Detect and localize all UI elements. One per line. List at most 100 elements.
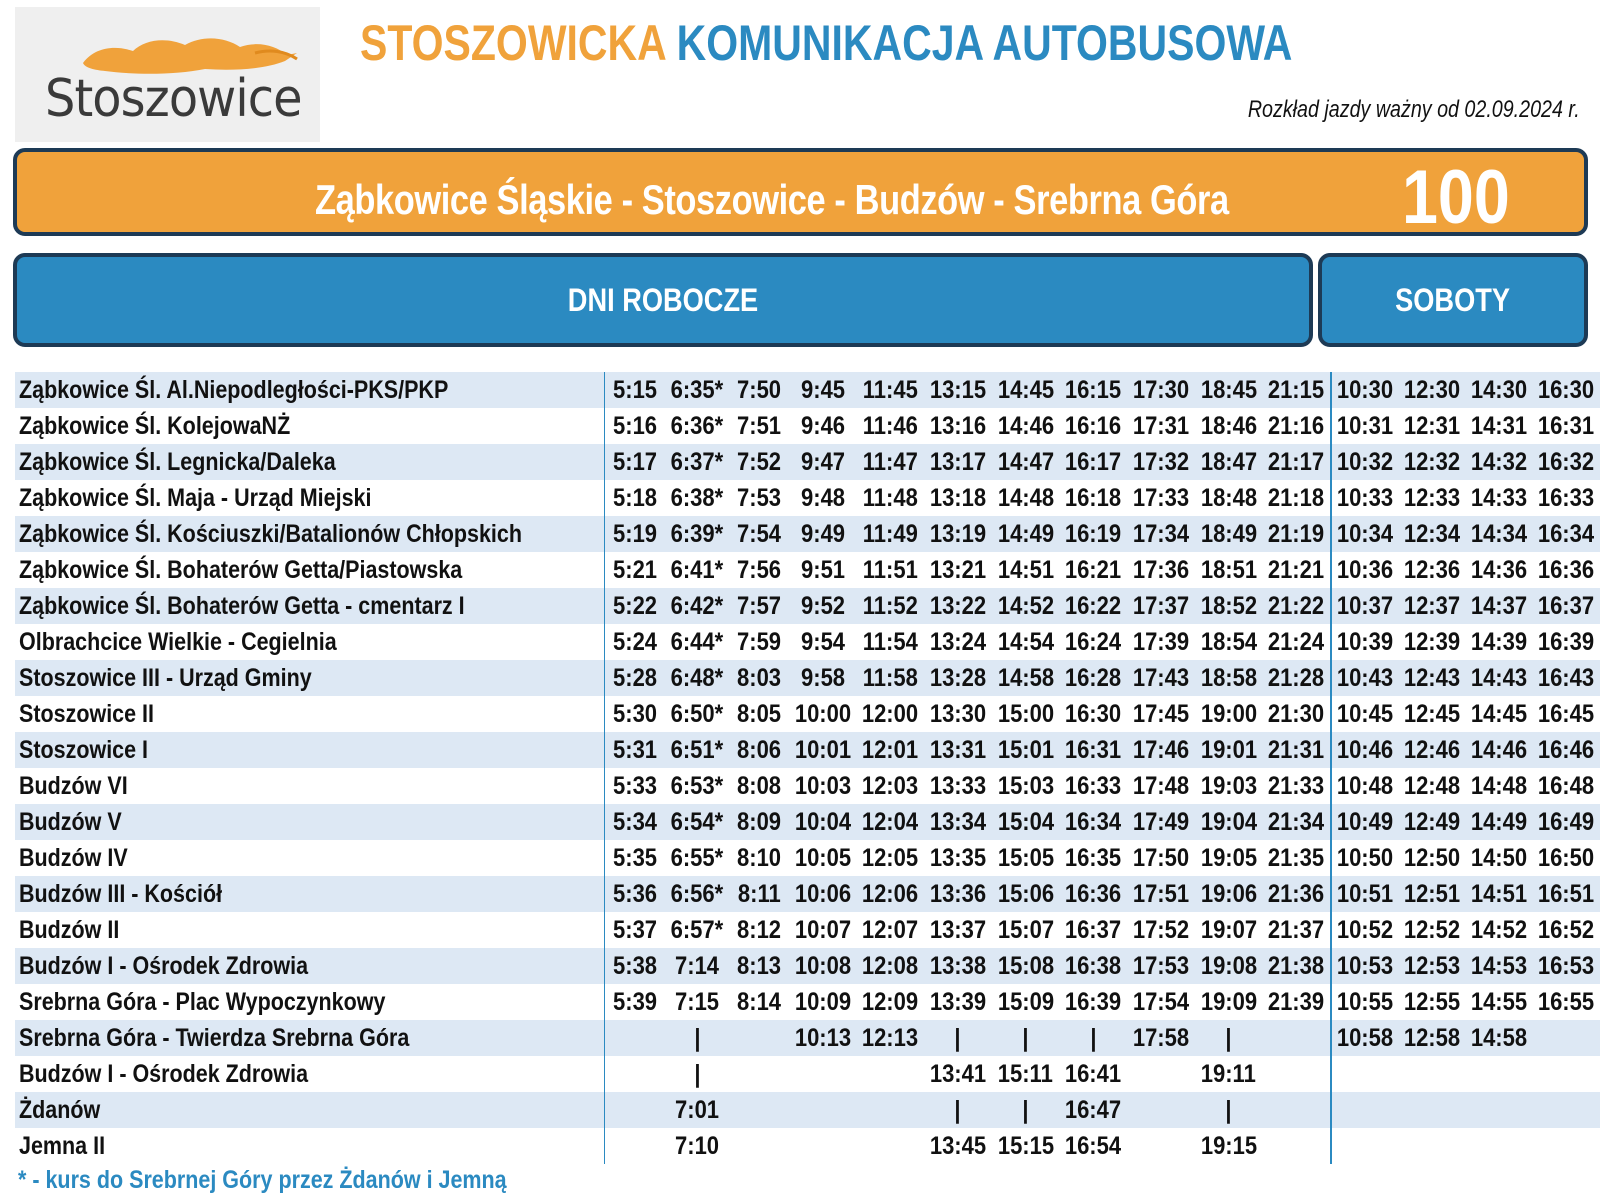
column-divider xyxy=(1330,1092,1332,1128)
weekday-time-cell: 13:21 xyxy=(924,552,992,588)
departure-time: 14:48 xyxy=(1471,772,1528,800)
stop-name: Budzów VI xyxy=(19,772,128,800)
departure-time: 14:52 xyxy=(997,592,1054,620)
departure-time: 10:58 xyxy=(1337,1024,1394,1052)
saturday-time-cell: 14:53 xyxy=(1465,948,1533,984)
weekday-time-cell: 16:37 xyxy=(1059,912,1128,948)
stop-name-cell: Budzów VI xyxy=(15,768,604,804)
weekday-time-cell: 6:50* xyxy=(664,696,730,732)
saturday-time-cell: 10:45 xyxy=(1331,696,1399,732)
weekday-time-cell: | xyxy=(664,1020,730,1056)
departure-time: 13:36 xyxy=(929,880,987,908)
departure-time: 16:39 xyxy=(1065,988,1122,1016)
weekday-time-cell: 11:51 xyxy=(856,552,925,588)
departure-time: 19:07 xyxy=(1200,916,1257,944)
weekday-time-cell: 16:19 xyxy=(1059,516,1128,552)
weekday-time-cell: 13:36 xyxy=(924,876,992,912)
stop-name-cell: Ząbkowice Śl. KolejowaNŻ xyxy=(15,408,604,444)
departure-time: 12:09 xyxy=(862,988,919,1016)
saturday-time-cell: 12:55 xyxy=(1398,984,1466,1020)
stop-name: Ząbkowice Śl. Kościuszki/Batalionów Chło… xyxy=(19,520,522,548)
stop-name: Srebrna Góra - Plac Wypoczynkowy xyxy=(19,988,386,1016)
departure-time: | xyxy=(694,1024,701,1052)
weekday-time-cell: 5:21 xyxy=(605,552,665,588)
departure-time: 19:06 xyxy=(1200,880,1257,908)
table-row: Stoszowice III - Urząd Gminy 5:28 6:48* 8:0… xyxy=(15,660,1600,696)
departure-time: 16:24 xyxy=(1065,628,1122,656)
departure-time: 17:53 xyxy=(1132,952,1190,980)
departure-time: 17:31 xyxy=(1132,412,1190,440)
weekday-time-cell: 5:38 xyxy=(605,948,665,984)
departure-time: 6:50* xyxy=(670,700,724,728)
departure-time: 9:46 xyxy=(800,412,845,440)
departure-time: 19:09 xyxy=(1200,988,1257,1016)
departure-time: 5:15 xyxy=(612,376,657,404)
departure-time: 7:59 xyxy=(737,628,782,656)
departure-time: 8:14 xyxy=(737,988,782,1016)
weekday-time-cell: 12:00 xyxy=(856,696,925,732)
departure-time: 12:01 xyxy=(862,736,919,764)
departure-time: 6:39* xyxy=(670,520,724,548)
departure-time: 15:11 xyxy=(998,1060,1054,1088)
weekday-time-cell: 7:53 xyxy=(729,480,789,516)
departure-time: 5:24 xyxy=(612,628,657,656)
departure-time: 13:17 xyxy=(929,448,987,476)
weekday-time-cell: 17:53 xyxy=(1127,948,1195,984)
departure-time: 10:32 xyxy=(1337,448,1394,476)
weekday-time-cell: 6:51* xyxy=(664,732,730,768)
weekday-time-cell: 5:30 xyxy=(605,696,665,732)
weekday-time-cell: 7:14 xyxy=(664,948,730,984)
departure-time: 10:33 xyxy=(1337,484,1394,512)
stop-name: Żdanów xyxy=(19,1096,101,1124)
departure-time: 16:34 xyxy=(1065,808,1122,836)
saturday-time-cell: 10:48 xyxy=(1331,768,1399,804)
weekday-time-cell: 17:46 xyxy=(1127,732,1195,768)
weekday-time-cell: | xyxy=(991,1092,1060,1128)
departure-time: 16:36 xyxy=(1538,556,1595,584)
weekday-time-cell: 14:48 xyxy=(991,480,1060,516)
departure-time: 12:06 xyxy=(862,880,919,908)
weekday-time-cell: 5:19 xyxy=(605,516,665,552)
column-divider xyxy=(603,660,606,696)
departure-time: 11:54 xyxy=(862,628,918,656)
weekday-time-cell: 15:15 xyxy=(991,1128,1060,1164)
weekday-time-cell: 21:36 xyxy=(1262,876,1331,912)
weekday-time-cell: 12:07 xyxy=(856,912,925,948)
weekday-time-cell: 21:34 xyxy=(1262,804,1331,840)
saturday-time-cell: 14:31 xyxy=(1465,408,1533,444)
saturday-time-cell xyxy=(1532,1092,1600,1128)
departure-time: 13:35 xyxy=(929,844,987,872)
weekday-time-cell: 19:01 xyxy=(1194,732,1263,768)
departure-time: 16:33 xyxy=(1065,772,1122,800)
weekday-time-cell: 21:33 xyxy=(1262,768,1331,804)
departure-time: 21:36 xyxy=(1268,880,1325,908)
departure-time: 10:01 xyxy=(794,736,851,764)
saturday-time-cell: 10:37 xyxy=(1331,588,1399,624)
table-row: Stoszowice II 5:30 6:50* 8:05 10:00 12:00 13:3… xyxy=(15,696,1600,732)
weekday-time-cell: 19:11 xyxy=(1194,1056,1263,1092)
weekday-time-cell: 6:35* xyxy=(664,372,730,408)
departure-time: 21:35 xyxy=(1268,844,1325,872)
column-divider xyxy=(603,372,606,408)
weekday-time-cell: 6:53* xyxy=(664,768,730,804)
departure-time: 21:38 xyxy=(1268,952,1325,980)
departure-time: 19:08 xyxy=(1200,952,1257,980)
weekday-time-cell: 11:54 xyxy=(856,624,925,660)
weekday-time-cell: 13:35 xyxy=(924,840,992,876)
column-divider xyxy=(1330,660,1332,696)
departure-time: 9:54 xyxy=(800,628,845,656)
weekday-time-cell: 17:36 xyxy=(1127,552,1195,588)
weekday-time-cell: 19:03 xyxy=(1194,768,1263,804)
weekday-time-cell: 14:49 xyxy=(991,516,1060,552)
weekday-time-cell xyxy=(788,1056,857,1092)
weekday-time-cell: 10:13 xyxy=(788,1020,857,1056)
departure-time: 12:33 xyxy=(1404,484,1461,512)
weekday-time-cell: 8:08 xyxy=(729,768,789,804)
departure-time: 10:13 xyxy=(794,1024,851,1052)
weekday-time-cell: 16:15 xyxy=(1059,372,1128,408)
table-row: Ząbkowice Śl. Legnicka/Daleka 5:17 6:37* 7:… xyxy=(15,444,1600,480)
weekday-time-cell: | xyxy=(924,1020,992,1056)
table-row: Stoszowice I 5:31 6:51* 8:06 10:01 12:01 13:31… xyxy=(15,732,1600,768)
saturday-time-cell: 14:58 xyxy=(1465,1020,1533,1056)
departure-time: 16:41 xyxy=(1065,1060,1122,1088)
